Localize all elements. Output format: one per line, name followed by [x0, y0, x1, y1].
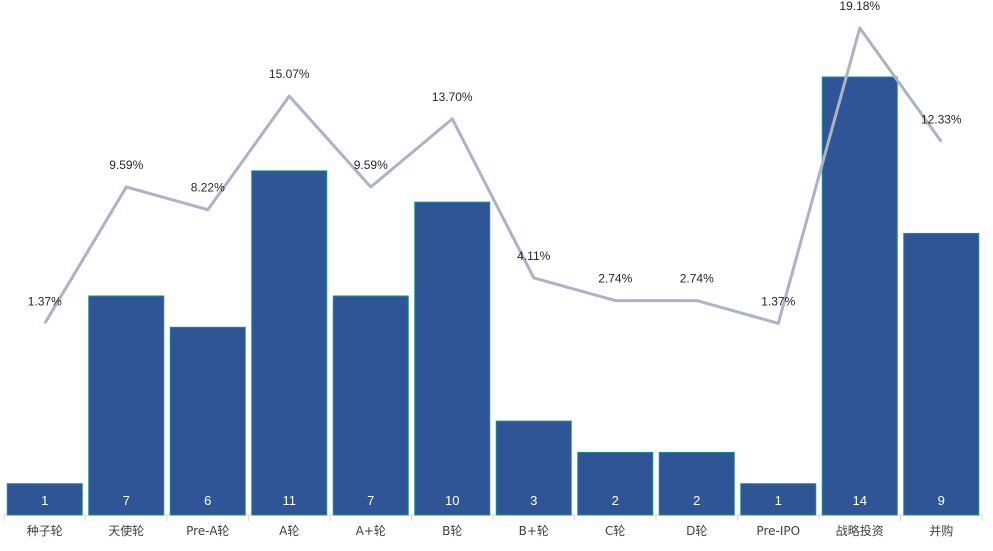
bar-value-label: 10 [445, 493, 459, 508]
category-label: 天使轮 [108, 523, 144, 538]
category-label: A轮 [279, 524, 299, 538]
percentage-line [43, 26, 943, 325]
category-label: 种子轮 [27, 524, 63, 538]
percentage-value-label: 19.18% [839, 0, 880, 13]
bar [495, 420, 572, 516]
category-label: D轮 [686, 524, 707, 538]
percentage-labels: 1.37% 9.59% 8.22% 15.07% 9.59% 13.70% 4.11% 2.7… [28, 0, 962, 308]
percentage-value-label: 9.59% [109, 158, 143, 172]
bar-value-label: 2 [612, 493, 619, 508]
percentage-value-label: 9.59% [354, 158, 388, 172]
percentage-value-label: 12.33% [921, 113, 962, 127]
bar [903, 232, 980, 516]
category-label: B轮 [442, 524, 462, 538]
bar-value-label: 7 [367, 493, 374, 508]
category-label: Pre-A轮 [186, 524, 229, 538]
category-label: C轮 [605, 524, 625, 538]
percentage-value-label: 1.37% [761, 294, 795, 308]
category-label: 并购 [929, 523, 953, 538]
bar-value-label: 2 [693, 493, 700, 508]
percentage-value-label: 2.74% [598, 272, 632, 286]
bar [658, 451, 735, 516]
bar-value-label: 3 [530, 493, 537, 508]
bar-series: 1 7 6 11 7 10 3 2 2 1 14 9 [6, 76, 980, 516]
bar-value-label: 6 [204, 493, 211, 508]
bar-value-label: 14 [853, 493, 867, 508]
bar [251, 170, 328, 516]
bar [6, 483, 83, 516]
bar [169, 326, 246, 516]
bar [414, 201, 491, 516]
bar [821, 76, 898, 516]
percentage-value-label: 15.07% [269, 67, 310, 81]
percentage-value-label: 2.74% [680, 272, 714, 286]
percentage-value-label: 13.70% [432, 90, 473, 104]
percentage-value-label: 1.37% [28, 294, 62, 308]
category-labels: 种子轮 天使轮 Pre-A轮 A轮 A+轮 B轮 B+轮 C轮 D轮 Pre-IPO 战略投资 并购 [27, 523, 954, 538]
category-label: A+轮 [356, 524, 386, 538]
bar-value-label: 9 [938, 493, 945, 508]
category-label: 战略投资 [836, 523, 884, 538]
bar-value-label: 1 [775, 493, 782, 508]
category-label: B+轮 [519, 524, 549, 538]
category-label: Pre-IPO [756, 524, 800, 538]
x-axis-ticks [3, 515, 983, 521]
percentage-value-label: 4.11% [517, 249, 550, 263]
bar [740, 483, 817, 516]
bar-value-label: 1 [41, 493, 48, 508]
bar [88, 295, 165, 516]
percentage-value-label: 8.22% [191, 181, 225, 195]
bar [577, 451, 654, 516]
bar-value-label: 7 [123, 493, 130, 508]
bar-value-label: 11 [283, 493, 297, 508]
bar [332, 295, 409, 516]
